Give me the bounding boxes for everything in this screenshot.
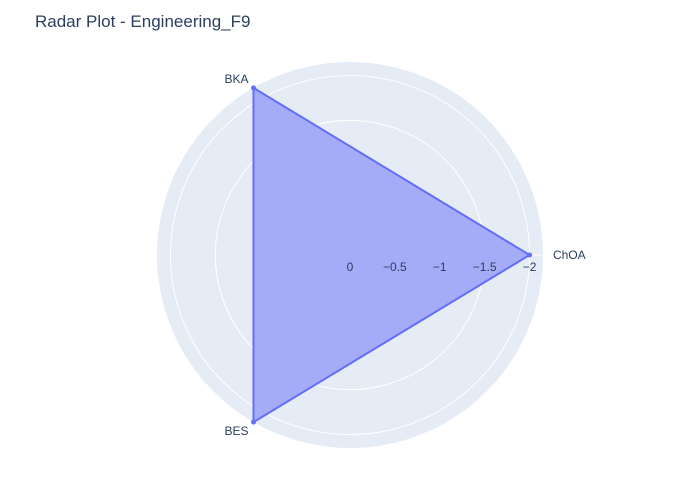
tick-label: −1.5 (473, 260, 497, 274)
category-label: BES (224, 424, 248, 438)
series-layer (251, 85, 533, 425)
tick-label: −0.5 (383, 260, 407, 274)
series-point (251, 85, 256, 91)
category-labels: ChOA BKA BES (224, 72, 585, 438)
series-area (252, 86, 531, 424)
radial-tick-labels: 0 −0.5 −1 −1.5 −2 (347, 260, 537, 274)
tick-label: −1 (433, 260, 447, 274)
category-label: BKA (224, 72, 248, 86)
series-point (527, 252, 533, 258)
chart-title: Radar Plot - Engineering_F9 (35, 12, 251, 31)
tick-label: 0 (347, 260, 354, 274)
series-point (251, 419, 256, 425)
category-label: ChOA (553, 248, 586, 262)
tick-label: −2 (523, 260, 537, 274)
